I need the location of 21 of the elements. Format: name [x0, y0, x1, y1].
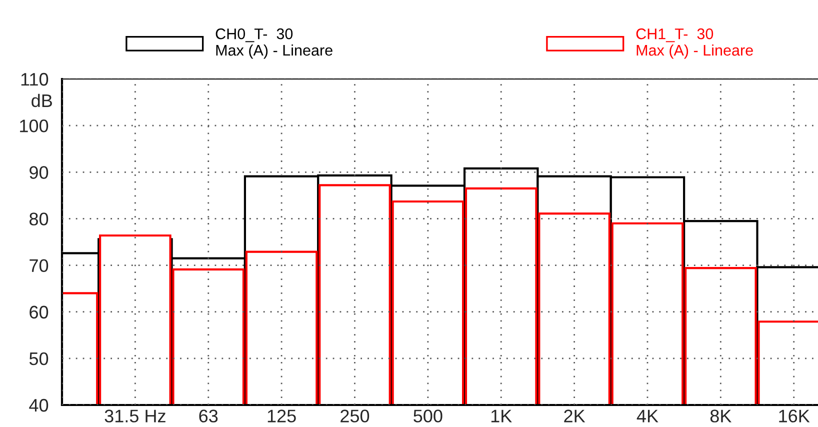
y-axis-title: dB [32, 94, 52, 108]
y-tick-label: 110 [21, 72, 48, 86]
x-tick-label: 16K [779, 410, 810, 422]
x-tick-label: 500 [414, 410, 442, 422]
legend-label: CH0_T- 30 Max (A) - Lineare [216, 28, 332, 59]
x-tick-label: 31.5 Hz [104, 410, 166, 422]
y-tick-label: 80 [30, 212, 48, 226]
y-tick-label: 100 [20, 120, 48, 132]
y-tick-label: 60 [30, 306, 48, 319]
x-tick-label: 1K [491, 410, 512, 422]
y-tick-label: 50 [29, 352, 48, 366]
y-tick-label: 70 [30, 259, 48, 272]
legend-label: CH1_T- 30 Max (A) - Lineare [636, 28, 753, 59]
y-tick-label: 90 [30, 166, 48, 179]
x-tick-label: 250 [340, 410, 370, 422]
y-tick-label: 40 [29, 398, 48, 412]
x-tick-label: 4K [636, 410, 658, 422]
x-tick-label: 63 [199, 410, 218, 422]
x-tick-label: 125 [268, 410, 296, 422]
x-tick-label: 2K [564, 410, 586, 422]
x-tick-label: 8K [710, 410, 732, 422]
